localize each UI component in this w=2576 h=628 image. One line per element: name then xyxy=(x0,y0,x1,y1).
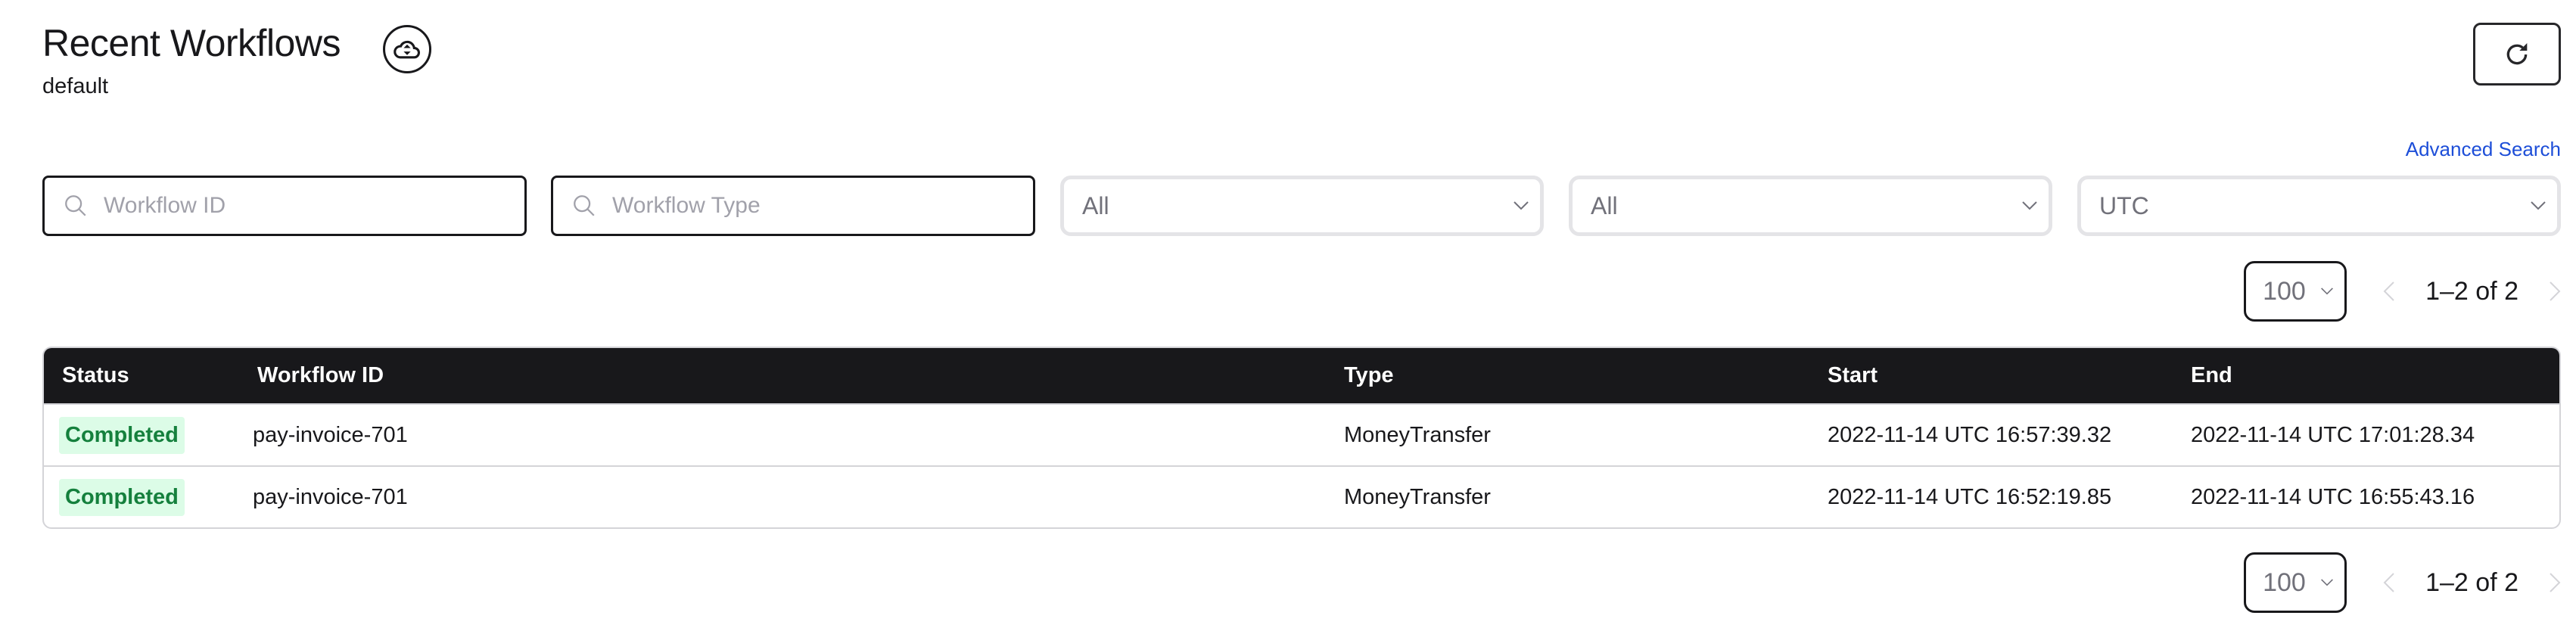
workflow-type: MoneyTransfer xyxy=(1344,403,1828,465)
page-range: 1–2 of 2 xyxy=(2425,567,2518,597)
column-workflow-id: Workflow ID xyxy=(257,348,1344,403)
workflow-id-link[interactable]: pay-invoice-701 xyxy=(253,422,408,447)
refresh-button[interactable] xyxy=(2473,23,2561,85)
pagination-bottom: 100 1–2 of 2 xyxy=(2244,552,2561,613)
end-time: 2022-11-14 UTC 17:01:28.34 xyxy=(2191,403,2559,465)
search-icon xyxy=(65,195,86,216)
column-end: End xyxy=(2191,348,2559,403)
status-badge: Completed xyxy=(59,416,185,454)
chevron-right-icon[interactable] xyxy=(2549,572,2561,593)
page-range: 1–2 of 2 xyxy=(2425,276,2518,306)
workflow-type: MoneyTransfer xyxy=(1344,465,1828,527)
namespace-label: default xyxy=(42,74,109,98)
column-start: Start xyxy=(1828,348,2191,403)
page-size-select[interactable]: 100 xyxy=(2244,261,2347,322)
end-time: 2022-11-14 UTC 16:55:43.16 xyxy=(2191,465,2559,527)
search-icon xyxy=(574,195,595,216)
table-row[interactable]: Completed pay-invoice-701 MoneyTransfer … xyxy=(44,403,2559,465)
chevron-down-icon xyxy=(2321,288,2334,295)
chevron-left-icon[interactable] xyxy=(2383,572,2395,593)
timezone-select[interactable]: UTC xyxy=(2077,176,2561,236)
start-time: 2022-11-14 UTC 16:57:39.32 xyxy=(1828,403,2191,465)
workflow-type-input[interactable] xyxy=(612,193,982,219)
page-size-value: 100 xyxy=(2263,276,2306,306)
chevron-down-icon xyxy=(2321,579,2334,586)
chevron-right-icon[interactable] xyxy=(2549,281,2561,302)
page-title: Recent Workflows xyxy=(42,22,341,64)
status-select[interactable]: All xyxy=(1060,176,1544,236)
time-range-select[interactable]: All xyxy=(1569,176,2052,236)
pagination-top: 100 1–2 of 2 xyxy=(2244,261,2561,322)
status-select-value: All xyxy=(1082,191,1109,219)
page-size-value: 100 xyxy=(2263,567,2306,597)
time-range-select-value: All xyxy=(1591,191,1618,219)
refresh-icon xyxy=(2506,42,2528,64)
chevron-down-icon xyxy=(2022,201,2037,210)
table-header: Status Workflow ID Type Start End xyxy=(44,348,2559,403)
workflow-type-field[interactable] xyxy=(551,176,1035,236)
page-size-select[interactable]: 100 xyxy=(2244,552,2347,613)
workflow-id-input[interactable] xyxy=(104,193,473,219)
start-time: 2022-11-14 UTC 16:52:19.85 xyxy=(1828,465,2191,527)
workflows-table: Status Workflow ID Type Start End Comple… xyxy=(42,347,2561,529)
workflow-id-link[interactable]: pay-invoice-701 xyxy=(253,484,408,509)
cloud-archive-icon xyxy=(394,40,420,59)
timezone-select-value: UTC xyxy=(2099,191,2149,219)
chevron-left-icon[interactable] xyxy=(2383,281,2395,302)
advanced-search-link[interactable]: Advanced Search xyxy=(2405,138,2561,160)
column-status: Status xyxy=(44,348,257,403)
status-badge: Completed xyxy=(59,478,185,516)
table-row[interactable]: Completed pay-invoice-701 MoneyTransfer … xyxy=(44,465,2559,527)
chevron-down-icon xyxy=(2531,201,2546,210)
workflow-id-field[interactable] xyxy=(42,176,527,236)
chevron-down-icon xyxy=(1514,201,1529,210)
column-type: Type xyxy=(1344,348,1828,403)
archive-button[interactable] xyxy=(383,25,431,73)
